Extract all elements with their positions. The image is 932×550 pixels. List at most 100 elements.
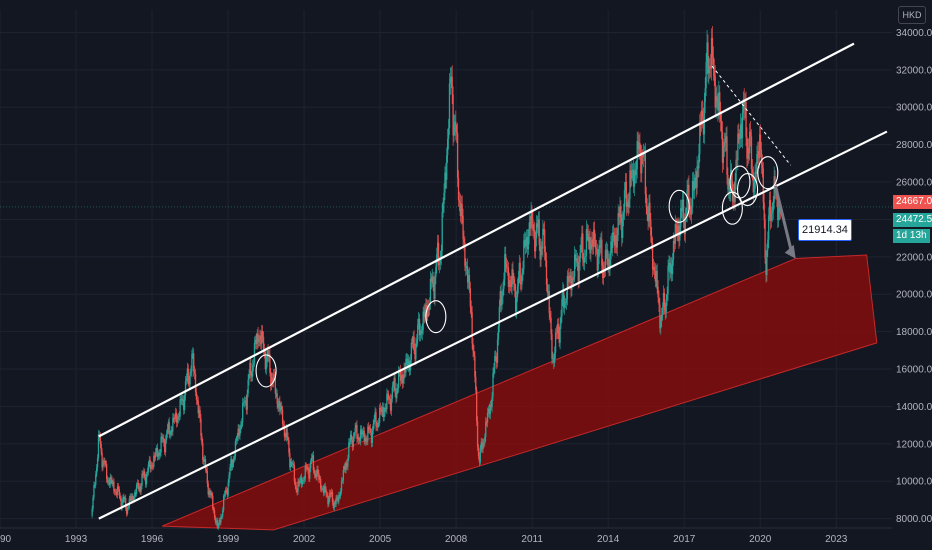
highlight-ellipse [668, 189, 690, 223]
candle-body [184, 381, 187, 396]
candle-body [132, 496, 134, 501]
candle-body [729, 169, 732, 194]
candle-body [582, 233, 584, 260]
candle-body [232, 463, 234, 468]
candle-body [765, 258, 767, 275]
candle-body [761, 164, 764, 169]
candle-body [574, 254, 577, 261]
candle-body [265, 362, 267, 370]
candle-body [468, 275, 471, 289]
candle-body [103, 460, 105, 462]
highlight-ellipse [757, 156, 779, 190]
candle-body [565, 298, 568, 304]
candle-body [609, 259, 611, 270]
candle-body [93, 485, 95, 498]
candle-body [527, 236, 530, 250]
candle-body [638, 142, 640, 150]
y-tick-label: 32000.00 [896, 65, 932, 76]
candle-body [731, 180, 734, 202]
candle-body [417, 324, 419, 340]
candle-body [607, 258, 609, 265]
candle-body [363, 430, 365, 442]
x-tick-label: 2023 [825, 534, 848, 545]
candle-body [344, 466, 346, 470]
candle-body [235, 440, 237, 442]
candle-body [555, 332, 558, 334]
candle-body [108, 480, 111, 485]
candle-body [631, 171, 633, 179]
candle-body [583, 259, 585, 263]
candle-body [359, 440, 361, 442]
candle-body [256, 333, 258, 345]
candle-body [465, 266, 467, 269]
candle-body [369, 428, 372, 433]
candle-body [461, 203, 463, 216]
target-callout[interactable]: 21914.34 [798, 219, 852, 241]
candle-body [196, 399, 198, 401]
candle-body [711, 37, 714, 57]
candle-body [124, 497, 126, 500]
candle-body [214, 517, 217, 523]
candle-body [556, 324, 559, 334]
candle-body [181, 398, 183, 402]
candle-body [520, 283, 522, 285]
candle-body [687, 184, 689, 190]
candle-body [562, 289, 564, 300]
candle-body [715, 96, 717, 108]
candle-body [136, 482, 139, 485]
y-axis-ticks: 8000.00 10000.00 12000.00 14000.00 16000.00 1… [896, 28, 932, 525]
candle-body [217, 525, 219, 528]
candle-body [545, 260, 548, 285]
candle-body [277, 403, 279, 408]
candle-body [657, 286, 659, 297]
candle-body [612, 232, 615, 236]
candle-body [448, 83, 451, 128]
candle-body [539, 244, 541, 260]
candle-body [706, 42, 708, 62]
candle-body [727, 174, 729, 190]
candle-body [120, 498, 122, 508]
candle-body [116, 486, 119, 496]
candle-body [390, 398, 393, 411]
candle-body [538, 219, 540, 245]
candle-body [189, 372, 191, 385]
candle-body [270, 372, 272, 386]
highlight-ellipse [425, 300, 447, 334]
candle-body [289, 452, 291, 468]
candle-body [139, 486, 141, 492]
candle-body [195, 392, 198, 400]
candle-body [301, 480, 304, 485]
candle-body [175, 412, 178, 423]
candle-body [663, 292, 666, 310]
candle-body [321, 488, 324, 490]
candle-body [332, 502, 335, 508]
x-tick-label: 2008 [445, 534, 468, 545]
candle-body [694, 177, 696, 182]
candle-body [222, 495, 225, 511]
candle-body [662, 292, 665, 308]
candle-body [710, 65, 712, 69]
candle-body [203, 459, 206, 462]
candle-body [487, 408, 490, 413]
forecast-arrow-shaft [773, 185, 794, 254]
candle-body [509, 280, 511, 284]
y-tick-label: 16000.00 [896, 365, 932, 376]
candle-body [570, 275, 572, 290]
candle-body [251, 376, 253, 377]
currency-badge[interactable]: HKD [898, 6, 926, 24]
candle-body [681, 199, 684, 212]
candle-body [466, 266, 468, 269]
candle-body [220, 516, 222, 523]
candle-body [442, 203, 444, 212]
candle-body [573, 254, 576, 277]
candle-body [482, 442, 484, 450]
candle-body [480, 442, 482, 449]
candle-body [469, 288, 471, 307]
candle-body [535, 223, 538, 239]
candle-body [304, 465, 306, 479]
candle-body [389, 398, 392, 411]
candle-body [119, 495, 121, 499]
candle-body [739, 136, 741, 140]
candle-body [492, 372, 494, 397]
candle-body [397, 387, 399, 389]
